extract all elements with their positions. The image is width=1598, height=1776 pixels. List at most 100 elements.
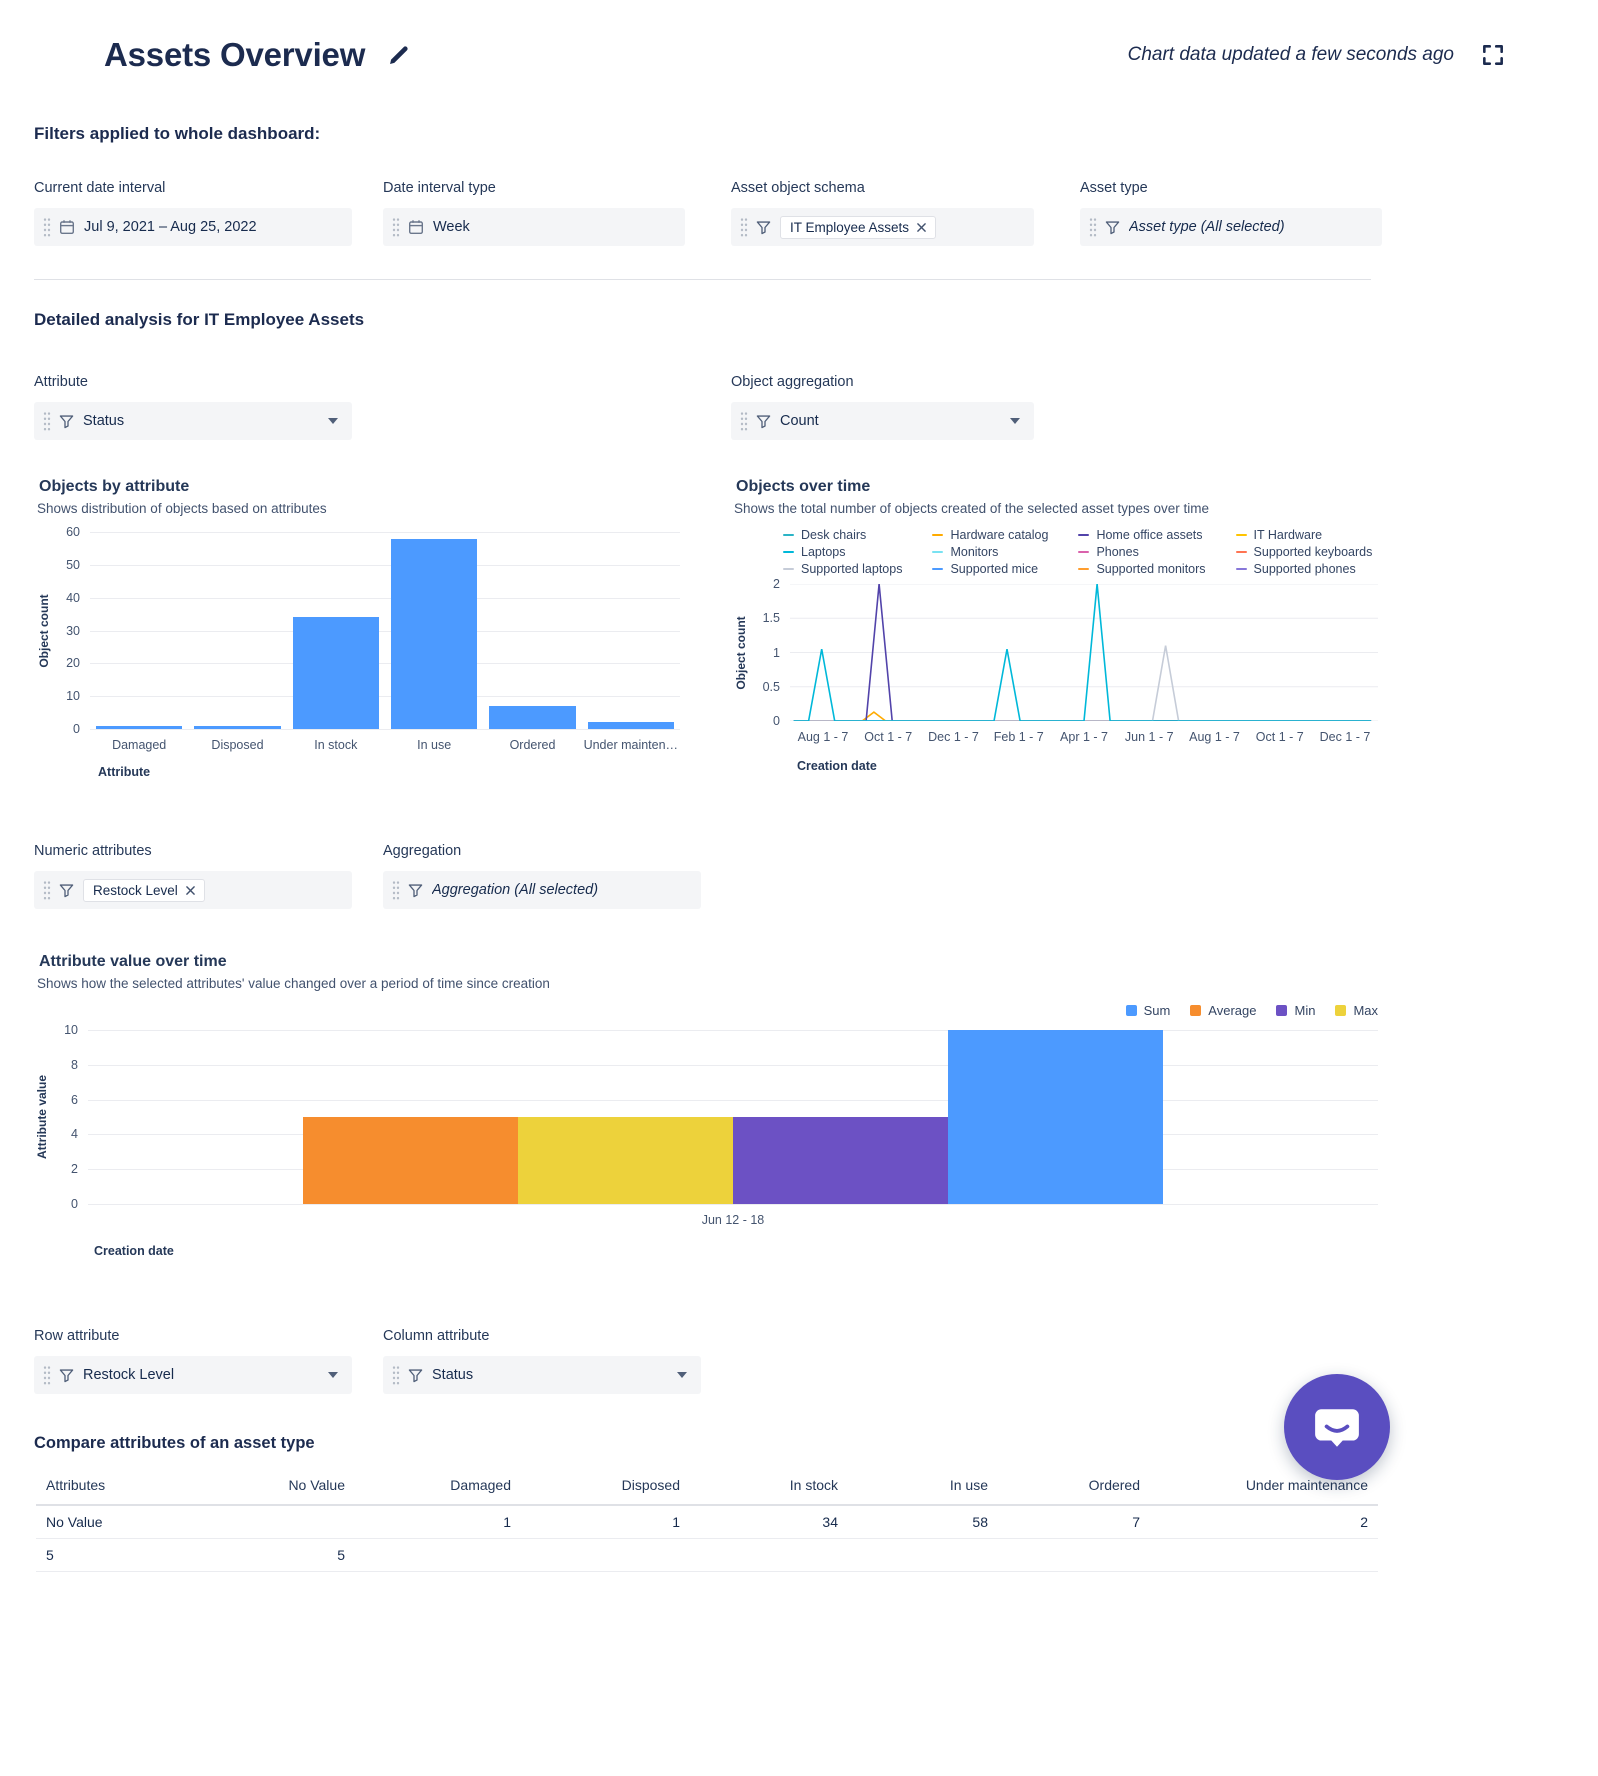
x-axis-title: Attribute	[98, 765, 151, 779]
legend-swatch	[1235, 550, 1247, 554]
gridline	[88, 1099, 1378, 1101]
chart-title: Attribute value over time	[39, 953, 227, 970]
column-attribute-select[interactable]: Status	[383, 1356, 701, 1394]
legend-item-average[interactable]: Average	[1190, 1003, 1256, 1018]
grouped-bar-plot: Attribute value 0 2 4 6 8 10 Jun 12 - 18	[35, 1023, 1378, 1227]
chart-legend: Sum Average Min Max	[34, 1003, 1378, 1018]
filters-heading: Filters applied to whole dashboard:	[34, 124, 321, 143]
legend-item-monitors[interactable]: Monitors	[932, 545, 1048, 559]
table-cell	[998, 1538, 1150, 1572]
aggregation-select[interactable]: Aggregation (All selected)	[383, 871, 701, 909]
gridline	[88, 1204, 1378, 1205]
line-chart-plot: Object count 0 0.5 1 1.5 2 Aug 1 - 7 Oct 1 - 7…	[734, 577, 1378, 744]
drag-handle-icon[interactable]	[740, 410, 748, 432]
column-header-in-stock: In stock	[690, 1469, 848, 1506]
x-tick-label: In use	[417, 738, 452, 752]
legend-item-sum[interactable]: Sum	[1125, 1003, 1171, 1018]
legend-item-supported-keyboards[interactable]: Supported keyboards	[1235, 545, 1373, 559]
edit-title-icon[interactable]	[385, 42, 412, 69]
x-tick-label: Dec 1 - 7	[1319, 730, 1371, 744]
legend-item-supported-monitors[interactable]: Supported monitors	[1078, 562, 1206, 576]
select-controls-row: Status Count	[34, 402, 1598, 440]
attribute-select[interactable]: Status	[34, 402, 352, 440]
column-header-damaged: Damaged	[355, 1469, 521, 1506]
x-tick-label: Aug 1 - 7	[797, 730, 849, 744]
chat-launcher-button[interactable]	[1284, 1374, 1390, 1480]
y-tick-label: 40	[66, 590, 80, 605]
line-chart-svg	[790, 584, 1378, 721]
numeric-attributes-select[interactable]: Restock Level	[34, 871, 352, 909]
chart-subtitle: Shows distribution of objects based on a…	[37, 501, 327, 516]
fullscreen-icon[interactable]	[1480, 42, 1506, 68]
legend-item-phones[interactable]: Phones	[1078, 545, 1205, 559]
legend-item-desk-chairs[interactable]: Desk chairs	[783, 528, 902, 542]
column-attribute-value: Status	[432, 1367, 474, 1383]
chip-remove-icon[interactable]	[185, 885, 195, 895]
drag-handle-icon[interactable]	[392, 1364, 400, 1386]
row-attribute-select[interactable]: Restock Level	[34, 1356, 352, 1394]
chevron-down-icon	[1010, 418, 1020, 424]
chip-remove-icon[interactable]	[917, 222, 926, 232]
table-cell: No Value	[36, 1505, 266, 1539]
date-interval-value: Jul 9, 2021 – Aug 25, 2022	[84, 219, 257, 235]
gridline	[90, 729, 680, 730]
drag-handle-icon[interactable]	[392, 216, 400, 238]
legend-swatch	[1078, 533, 1090, 537]
column-header-disposed: Disposed	[521, 1469, 690, 1506]
drag-handle-icon[interactable]	[392, 879, 400, 901]
legend-label: Supported keyboards	[1253, 545, 1373, 559]
object-schema-filter[interactable]: IT Employee Assets	[731, 208, 1034, 246]
y-tick-label: 10	[66, 689, 80, 704]
interval-type-filter[interactable]: Week	[383, 208, 685, 246]
y-tick-label: 1.5	[762, 611, 780, 626]
aggregation-value: Aggregation (All selected)	[432, 882, 599, 898]
y-tick-label: 30	[66, 623, 80, 638]
filter-funnel-icon	[756, 414, 771, 429]
chevron-down-icon	[328, 1372, 338, 1378]
legend-swatch	[783, 567, 794, 571]
legend-item-min[interactable]: Min	[1276, 1003, 1315, 1018]
chart-subtitle: Shows the total number of objects create…	[734, 501, 1210, 516]
legend-item-supported-phones[interactable]: Supported phones	[1235, 562, 1373, 576]
schema-chip[interactable]: IT Employee Assets	[780, 215, 937, 239]
row-attribute-label: Row attribute	[34, 1328, 120, 1344]
legend-swatch	[783, 533, 794, 537]
series-hardware-catalog	[793, 711, 1372, 721]
drag-handle-icon[interactable]	[43, 410, 51, 432]
restock-level-chip[interactable]: Restock Level	[83, 878, 205, 902]
drag-handle-icon[interactable]	[43, 1364, 51, 1386]
drag-handle-icon[interactable]	[43, 879, 51, 901]
legend-label: IT Hardware	[1253, 528, 1323, 542]
drag-handle-icon[interactable]	[1089, 216, 1097, 238]
asset-type-filter[interactable]: Asset type (All selected)	[1080, 208, 1382, 246]
chart-subtitle: Shows how the selected attributes' value…	[37, 976, 550, 991]
column-header-in-use: In use	[848, 1469, 998, 1506]
gridline	[88, 1064, 1378, 1066]
table-cell: 58	[848, 1505, 998, 1539]
table-cell: 1	[521, 1505, 690, 1539]
legend-item-supported-mice[interactable]: Supported mice	[932, 562, 1048, 576]
object-aggregation-select[interactable]: Count	[731, 402, 1034, 440]
legend-label: Sum	[1143, 1003, 1171, 1018]
date-interval-filter[interactable]: Jul 9, 2021 – Aug 25, 2022	[34, 208, 352, 246]
legend-item-laptops[interactable]: Laptops	[783, 545, 902, 559]
schema-chip-label: IT Employee Assets	[790, 219, 910, 235]
drag-handle-icon[interactable]	[43, 216, 51, 238]
gridline	[90, 663, 680, 665]
legend-label: Laptops	[801, 545, 846, 559]
y-tick-label: 0	[773, 714, 780, 728]
legend-item-it-hardware[interactable]: IT Hardware	[1235, 528, 1373, 542]
legend-item-supported-laptops[interactable]: Supported laptops	[783, 562, 902, 576]
legend-item-max[interactable]: Max	[1335, 1003, 1378, 1018]
x-tick-label: Oct 1 - 7	[864, 730, 913, 744]
table-cell: 2	[1150, 1505, 1378, 1539]
legend-item-hardware-catalog[interactable]: Hardware catalog	[932, 528, 1048, 542]
legend-item-home-office-assets[interactable]: Home office assets	[1078, 528, 1205, 542]
filter-funnel-icon	[408, 1368, 423, 1383]
drag-handle-icon[interactable]	[740, 216, 748, 238]
gridline	[90, 532, 680, 533]
table-cell: 5	[36, 1538, 266, 1572]
filter-funnel-icon	[59, 1368, 74, 1383]
